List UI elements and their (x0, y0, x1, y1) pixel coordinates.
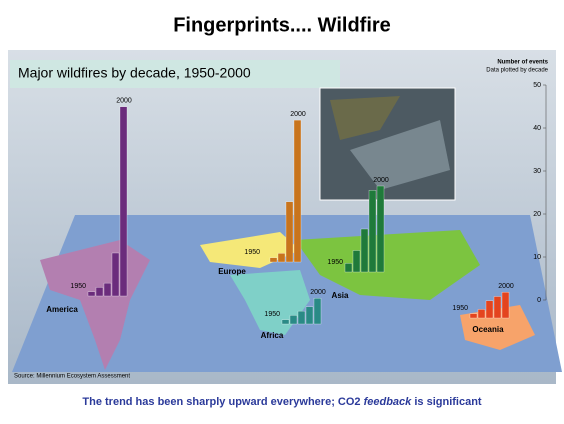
bar (502, 292, 509, 318)
bar (278, 253, 285, 262)
bar (478, 309, 485, 318)
category-label: 1950 (327, 259, 343, 266)
y-tick-label: 20 (533, 211, 541, 218)
bar (96, 287, 103, 296)
slide: Fingerprints.... Wildfire Major wildfire… (0, 0, 564, 424)
bar (104, 283, 111, 296)
bar (377, 186, 384, 272)
bar (494, 297, 501, 319)
y-axis-subtitle: Data plotted by decade (486, 68, 548, 74)
bar (306, 307, 313, 324)
bar (112, 253, 119, 296)
bar (286, 202, 293, 262)
bar (470, 314, 477, 318)
bar (486, 301, 493, 318)
region-label: Africa (261, 331, 284, 340)
chart-subtitle: Major wildfires by decade, 1950-2000 (18, 65, 251, 81)
region-label: Asia (332, 291, 349, 300)
chart-title: Fingerprints.... Wildfire (173, 14, 391, 36)
y-tick-label: 50 (533, 82, 541, 89)
source: Source: Millennium Ecosystem Assessment (14, 374, 130, 380)
category-label: 2000 (498, 283, 514, 290)
category-label: 1950 (70, 283, 86, 290)
category-label: 1950 (452, 305, 468, 312)
bar (361, 229, 368, 272)
bar (298, 311, 305, 324)
y-axis-title: Number of events (497, 60, 548, 66)
bar (314, 298, 321, 324)
caption-emphasis: feedback (364, 396, 412, 408)
bar (345, 263, 352, 272)
bar (369, 190, 376, 272)
bar (290, 315, 297, 324)
region-label: Oceania (472, 325, 504, 334)
bar (270, 258, 277, 262)
category-label: 1950 (264, 311, 280, 318)
category-label: 2000 (290, 111, 306, 118)
bar (294, 120, 301, 262)
bar (282, 320, 289, 324)
caption-text: is significant (411, 396, 481, 408)
chart: Fingerprints.... Wildfire Major wildfire… (0, 0, 564, 396)
bar (353, 251, 360, 273)
caption-text: The trend has been sharply upward everyw… (82, 396, 363, 408)
region-label: Europe (218, 267, 246, 276)
y-tick-label: 0 (537, 297, 541, 304)
bar (120, 107, 127, 296)
category-label: 2000 (310, 289, 326, 296)
y-tick-label: 10 (533, 254, 541, 261)
bar (88, 292, 95, 296)
category-label: 1950 (244, 249, 260, 256)
region-label: America (46, 305, 78, 314)
y-tick-label: 30 (533, 168, 541, 175)
category-label: 2000 (373, 177, 389, 184)
y-tick-label: 40 (533, 125, 541, 132)
category-label: 2000 (116, 98, 132, 105)
caption: The trend has been sharply upward everyw… (0, 396, 564, 408)
